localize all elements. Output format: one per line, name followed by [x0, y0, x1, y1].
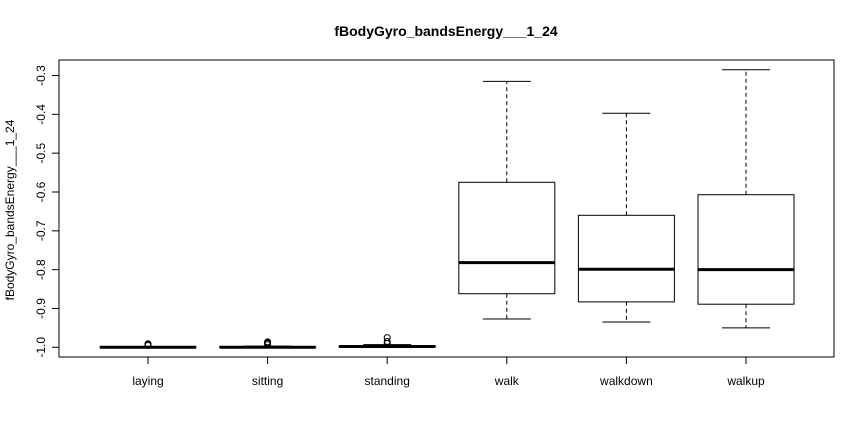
x-tick-label: walkup — [726, 374, 765, 388]
x-tick-label: walkdown — [599, 374, 653, 388]
box-group — [99, 69, 795, 349]
y-tick-label: -0.5 — [34, 143, 48, 164]
x-tick-label: sitting — [252, 374, 283, 388]
x-tick-label: walk — [494, 374, 520, 388]
box-sitting — [219, 338, 317, 349]
x-tick-label: laying — [132, 374, 163, 388]
outlier-point — [383, 334, 391, 342]
outlier-point — [383, 337, 391, 345]
x-axis: laying sitting standing walk walkdown walkup — [132, 357, 765, 388]
y-tick-label: -0.9 — [34, 298, 48, 319]
iqr-box — [697, 194, 795, 305]
plot-frame — [58, 59, 835, 358]
box-laying — [99, 340, 197, 349]
outlier-point — [264, 338, 272, 346]
y-axis-label: fBodyGyro_bandsEnergy___1_24 — [3, 119, 17, 300]
y-tick-label: -0.6 — [34, 181, 48, 202]
box-walkup — [697, 69, 795, 329]
outlier-point — [144, 340, 152, 348]
y-tick-label: -0.4 — [34, 104, 48, 125]
iqr-box — [458, 181, 556, 295]
y-tick-label: -0.7 — [34, 220, 48, 241]
y-tick-label: -0.8 — [34, 259, 48, 280]
iqr-box — [577, 214, 675, 303]
x-tick-label: standing — [365, 374, 410, 388]
box-standing — [338, 334, 436, 349]
y-tick-label: -1.0 — [34, 337, 48, 358]
y-axis: -1.0 -0.9 -0.8 -0.7 -0.6 -0.5 -0.4 -0.3 — [34, 65, 59, 358]
chart-title: fBodyGyro_bandsEnergy___1_24 — [334, 23, 558, 39]
box-walkdown — [577, 112, 675, 323]
y-tick-label: -0.3 — [34, 65, 48, 86]
box-walk — [458, 80, 556, 320]
